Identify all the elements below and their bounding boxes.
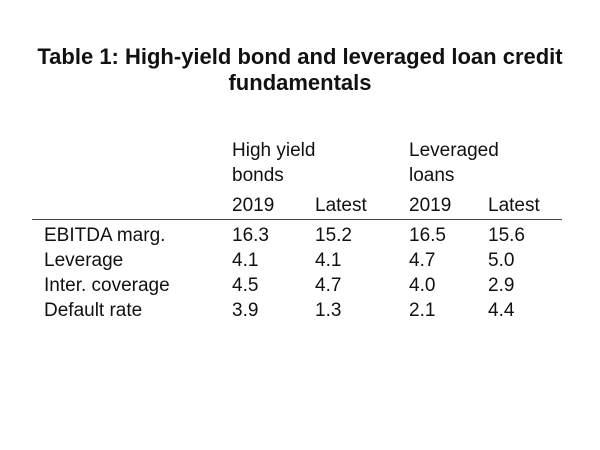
row-label: Inter. coverage — [44, 275, 170, 296]
table-title: Table 1: High-yield bond and leveraged l… — [0, 44, 600, 96]
table-cell-value: 2.9 — [488, 275, 515, 296]
row-label: Leverage — [44, 250, 124, 271]
column-header: 2019 — [232, 195, 275, 216]
column-header: 2019 — [409, 195, 452, 216]
table-cell-value: 16.5 — [409, 225, 446, 246]
row-label: EBITDA marg. — [44, 225, 166, 246]
column-header: Latest — [315, 195, 367, 216]
column-header: Latest — [488, 195, 540, 216]
table-cell-value: 15.2 — [315, 225, 352, 246]
table-cell-value: 3.9 — [232, 300, 259, 321]
table-title-line-1: Table 1: High-yield bond and leveraged l… — [37, 44, 563, 69]
table-cell-value: 16.3 — [232, 225, 269, 246]
table-cell-value: 4.5 — [232, 275, 259, 296]
table-cell-value: 1.3 — [315, 300, 342, 321]
group-header-line-1: Leveraged — [409, 140, 499, 161]
table-title-line-2: fundamentals — [228, 70, 372, 95]
group-header-line-2: loans — [409, 165, 455, 186]
group-header-line-1: High yield — [232, 140, 316, 161]
table-cell-value: 4.4 — [488, 300, 515, 321]
table-cell-value: 2.1 — [409, 300, 436, 321]
row-label: Default rate — [44, 300, 143, 321]
table-cell-value: 4.7 — [315, 275, 342, 296]
group-header-line-2: bonds — [232, 165, 284, 186]
header-divider-line — [32, 219, 562, 220]
table-cell-value: 4.0 — [409, 275, 436, 296]
table-cell-value: 4.7 — [409, 250, 436, 271]
table-cell-value: 4.1 — [315, 250, 342, 271]
table-cell-value: 15.6 — [488, 225, 525, 246]
table-cell-value: 4.1 — [232, 250, 259, 271]
table-cell-value: 5.0 — [488, 250, 515, 271]
